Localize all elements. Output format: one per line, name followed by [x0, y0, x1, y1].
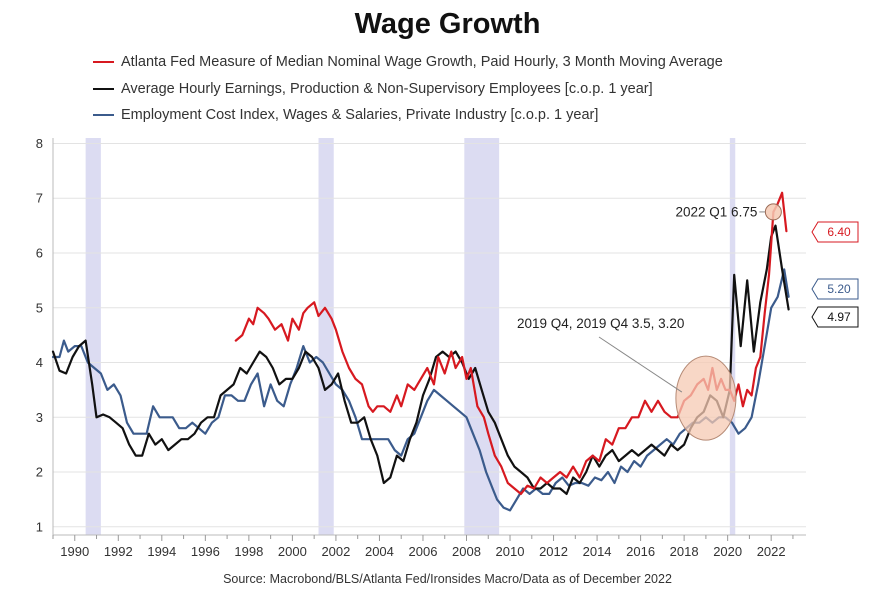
legend-swatch-eci	[93, 114, 114, 116]
end-label-box	[811, 306, 859, 328]
end-label-text: 4.97	[827, 310, 851, 324]
x-tick-label: 2002	[321, 544, 350, 559]
x-tick-label: 2012	[539, 544, 568, 559]
y-tick-label: 4	[36, 355, 43, 370]
x-tick-label: 2020	[713, 544, 742, 559]
legend-label-ahe: Average Hourly Earnings, Production & No…	[121, 81, 653, 97]
y-tick-label: 5	[36, 300, 43, 315]
series-lines	[51, 191, 790, 512]
x-tick-label: 1990	[60, 544, 89, 559]
x-tick-label: 2010	[496, 544, 525, 559]
source-note: Source: Macrobond/BLS/Atlanta Fed/Ironsi…	[223, 572, 672, 586]
x-tick-label: 1998	[234, 544, 263, 559]
callout-label-2019q4: 2019 Q4, 2019 Q4 3.5, 3.20	[517, 316, 684, 331]
y-tick-label: 8	[36, 136, 43, 151]
end-label-box	[811, 278, 859, 300]
recession-band	[85, 138, 101, 535]
x-tick-label: 2016	[626, 544, 655, 559]
end-label-text: 5.20	[827, 282, 851, 296]
legend-item-ahe: Average Hourly Earnings, Production & No…	[93, 79, 653, 99]
end-label-text: 6.40	[827, 225, 851, 239]
y-tick-label: 1	[36, 519, 43, 534]
legend-swatch-ahe	[93, 88, 114, 90]
legend-swatch-atlanta-fed	[93, 61, 114, 63]
x-tick-label: 2014	[583, 544, 612, 559]
end-label-ahe: 4.97	[811, 306, 859, 328]
y-tick-label: 3	[36, 410, 43, 425]
x-tick-label: 1994	[147, 544, 176, 559]
x-tick-label: 2000	[278, 544, 307, 559]
x-tick-label: 1996	[191, 544, 220, 559]
series-line-eci	[51, 268, 790, 512]
callout-label-2022q1: 2022 Q1 6.75	[676, 204, 758, 219]
callout-leader	[598, 336, 683, 393]
series-line-atlanta-fed	[234, 191, 788, 495]
recession-bands	[85, 138, 736, 535]
recession-band	[464, 138, 500, 535]
x-tick-label: 2006	[409, 544, 438, 559]
end-label-atlanta-fed: 6.40	[811, 221, 859, 243]
legend-label-atlanta-fed: Atlanta Fed Measure of Median Nominal Wa…	[121, 54, 723, 70]
grid-lines	[53, 142, 806, 528]
y-tick-label: 7	[36, 191, 43, 206]
y-tick-label: 2	[36, 465, 43, 480]
legend-item-eci: Employment Cost Index, Wages & Salaries,…	[93, 105, 598, 125]
recession-band	[318, 138, 334, 535]
legend-label-eci: Employment Cost Index, Wages & Salaries,…	[121, 107, 599, 123]
end-label-box	[811, 221, 859, 243]
callouts: 2022 Q1 6.75 2019 Q4, 2019 Q4 3.5, 3.20	[517, 203, 782, 441]
callout-ellipse	[675, 355, 737, 441]
y-tick-label: 6	[36, 245, 43, 260]
callout-marker	[764, 203, 782, 221]
x-tick-label: 2008	[452, 544, 481, 559]
legend-item-atlanta-fed: Atlanta Fed Measure of Median Nominal Wa…	[93, 52, 723, 72]
chart-title: Wage Growth	[354, 8, 541, 40]
end-label-eci: 5.20	[811, 278, 859, 300]
axes: 1 2 3 4 5 6 7 8 1990 1992 1994 1996 1998 2000 2002 2004…	[36, 136, 806, 559]
end-labels: 6.40 5.20 4.97	[811, 221, 859, 328]
x-tick-label: 2018	[670, 544, 699, 559]
x-tick-label: 1992	[104, 544, 133, 559]
x-tick-label: 2004	[365, 544, 394, 559]
x-tick-label: 2022	[757, 544, 786, 559]
series-line-ahe	[51, 224, 790, 495]
